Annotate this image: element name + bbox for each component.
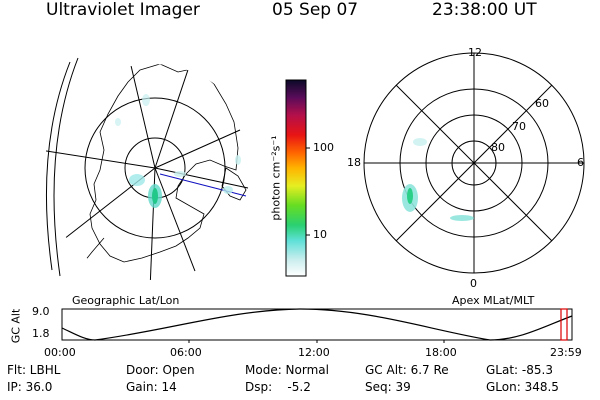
orbit-xtick-2359: 23:59 xyxy=(550,346,582,359)
mlt-label-0: 0 xyxy=(470,277,477,290)
mlt-label-12: 12 xyxy=(468,46,482,59)
mlt-label-18: 18 xyxy=(347,156,361,169)
colorbar-unit-label: photon cm⁻²s⁻¹ xyxy=(269,135,283,221)
status-ip: IP: 36.0 xyxy=(7,380,53,394)
geographic-map xyxy=(44,57,249,280)
header: Ultraviolet Imager 05 Sep 07 23:38:00 UT xyxy=(0,0,600,24)
orbit-xtick-0600: 06:00 xyxy=(170,346,202,359)
date-label: 05 Sep 07 xyxy=(272,0,359,20)
status-door: Door: Open xyxy=(126,363,195,377)
orbit-xtick-1800: 18:00 xyxy=(425,346,457,359)
colorbar xyxy=(285,79,310,277)
mlt-polar-map xyxy=(363,52,585,274)
status-seq: Seq: 39 xyxy=(365,380,411,394)
status-gain: Gain: 14 xyxy=(126,380,177,394)
mlat-label-70: 70 xyxy=(512,120,526,133)
status-dsp: Dsp: -5.2 xyxy=(245,380,311,394)
orbit-ytick-1-8: 1.8 xyxy=(32,327,50,340)
mlt-aurora xyxy=(402,138,474,221)
orbit-ytick-9: 9.0 xyxy=(32,305,50,318)
orbit-xtick-1200: 12:00 xyxy=(298,346,330,359)
colorbar-tick-100: 100 xyxy=(313,141,334,154)
time-label: 23:38:00 UT xyxy=(432,0,537,20)
mlt-label-6: 6 xyxy=(577,156,584,169)
mlt-map-caption: Apex MLat/MLT xyxy=(452,294,535,307)
mlat-label-80: 80 xyxy=(491,141,505,154)
status-filter: Flt: LBHL xyxy=(7,363,61,377)
orbit-altitude-plot xyxy=(61,308,573,343)
status-glat: GLat: -85.3 xyxy=(486,363,553,377)
orbit-ylabel: GC Alt xyxy=(9,308,23,344)
colorbar-tick-10: 10 xyxy=(313,228,327,241)
mlat-label-60: 60 xyxy=(535,97,549,110)
orbit-xtick-0000: 00:00 xyxy=(44,346,76,359)
status-mode: Mode: Normal xyxy=(245,363,329,377)
geo-map-caption: Geographic Lat/Lon xyxy=(72,294,180,307)
instrument-title: Ultraviolet Imager xyxy=(46,0,200,20)
status-gc-alt: GC Alt: 6.7 Re xyxy=(365,363,449,377)
status-glon: GLon: 348.5 xyxy=(486,380,559,394)
